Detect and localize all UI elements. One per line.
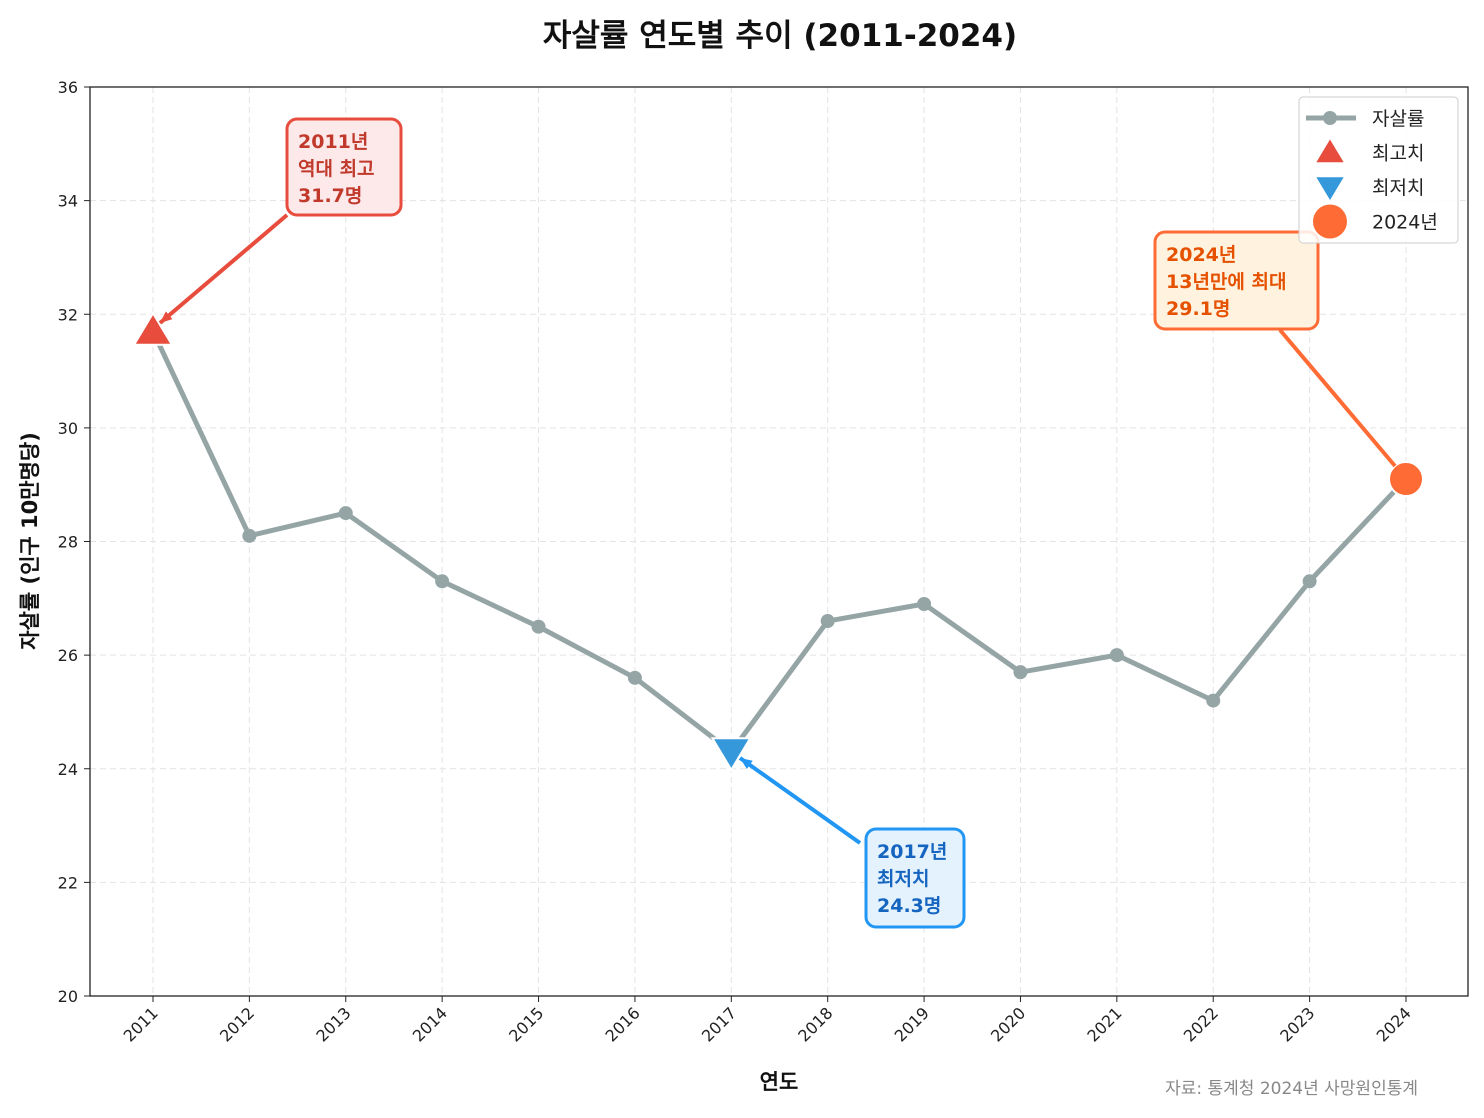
arrow-head	[160, 311, 173, 323]
y-tick-label: 26	[58, 646, 78, 665]
max-marker	[132, 311, 174, 346]
x-tick-label: 2015	[505, 1003, 547, 1045]
annotation-text: 2011년	[298, 131, 368, 153]
legend-label: 2024년	[1372, 212, 1438, 234]
data-point	[627, 670, 642, 685]
data-point	[1206, 693, 1221, 708]
annotation-text: 역대 최고	[298, 158, 375, 180]
annotation-arrow	[1278, 328, 1397, 468]
annotation-box	[864, 827, 966, 929]
x-tick-label: 2020	[987, 1003, 1029, 1045]
annotation-text: 13년만에 최대	[1166, 271, 1286, 293]
y-tick-label: 20	[58, 987, 78, 1006]
legend-triangle	[1316, 177, 1344, 200]
grid	[90, 86, 1468, 997]
annotation-text: 2017년	[877, 841, 947, 863]
x-tick-label: 2013	[312, 1003, 354, 1045]
data-point	[1013, 665, 1028, 680]
annotation-arrow	[158, 213, 289, 325]
legend-box	[1298, 96, 1459, 244]
annotation-text: 24.3명	[877, 895, 941, 917]
data-point	[917, 596, 932, 611]
legend-dot	[1323, 111, 1337, 125]
x-tick-label: 2016	[602, 1003, 644, 1045]
plot-frame	[89, 86, 1469, 997]
data-point	[242, 528, 257, 543]
legend-label: 자살률	[1372, 108, 1424, 130]
x-tick-label: 2011	[120, 1003, 162, 1045]
y-tick-label: 32	[58, 305, 78, 324]
data-point	[820, 614, 835, 629]
x-tick-label: 2022	[1180, 1003, 1222, 1045]
legend-triangle	[1316, 139, 1344, 163]
annotation-arrow	[738, 756, 862, 845]
annotation-text: 최저치	[877, 868, 929, 890]
x-tick-label: 2018	[794, 1003, 836, 1045]
x-tick-label: 2012	[216, 1003, 258, 1045]
y-axis-label: 자살률 (인구 10만명당)	[18, 432, 42, 650]
y-tick-label: 30	[58, 419, 78, 438]
source-note: 자료: 통계청 2024년 사망원인통계	[1165, 1079, 1418, 1099]
data-point	[435, 574, 450, 589]
arrow-head	[740, 758, 753, 770]
chart-title: 자살률 연도별 추이 (2011-2024)	[543, 18, 1017, 54]
y-tick-label: 34	[58, 192, 78, 211]
x-tick-label: 2014	[409, 1003, 451, 1045]
data-point	[531, 619, 546, 634]
annotation-box	[1153, 230, 1320, 331]
annotation-text: 29.1명	[1166, 298, 1230, 320]
y-tick-label: 22	[58, 873, 78, 892]
data-point	[338, 506, 353, 521]
x-tick-label: 2017	[698, 1003, 740, 1045]
x-tick-label: 2024	[1373, 1003, 1415, 1045]
series-line	[150, 330, 1408, 755]
data-point	[1302, 574, 1317, 589]
annotation-text: 2024년	[1166, 244, 1236, 266]
legend-circle	[1313, 204, 1347, 239]
legend-label: 최고치	[1372, 143, 1424, 165]
x-tick-label: 2023	[1276, 1003, 1318, 1045]
annotation-text: 31.7명	[298, 185, 362, 207]
x-tick-label: 2019	[891, 1003, 933, 1045]
y-tick-label: 24	[58, 760, 78, 779]
legend-label: 최저치	[1372, 177, 1424, 199]
annotation-box	[285, 117, 403, 217]
y-tick-label: 28	[58, 533, 78, 552]
data-point	[1109, 648, 1124, 663]
min-marker	[710, 737, 752, 772]
x-axis-label: 연도	[760, 1070, 799, 1094]
series	[132, 311, 1424, 772]
latest-marker	[1388, 461, 1424, 498]
x-tick-label: 2021	[1083, 1003, 1125, 1045]
y-tick-label: 36	[58, 78, 78, 97]
